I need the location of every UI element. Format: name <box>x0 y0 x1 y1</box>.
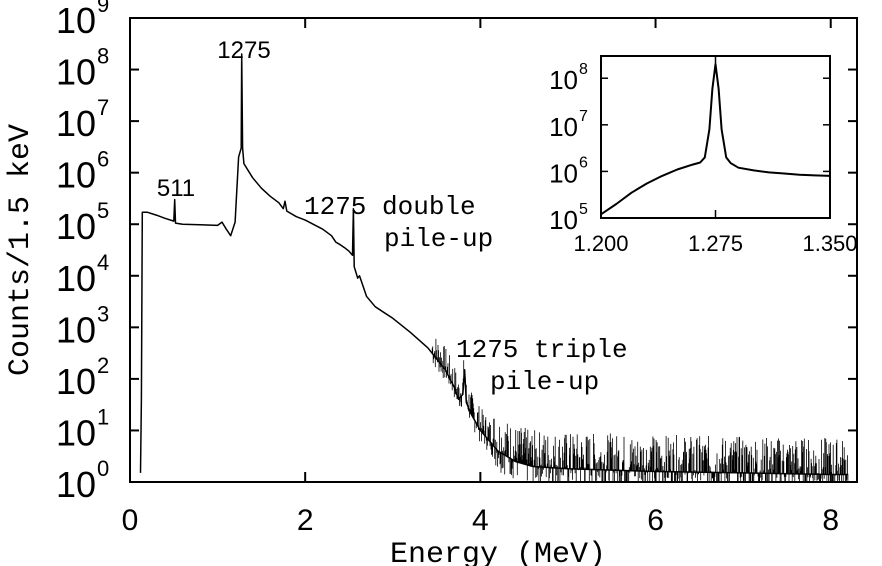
inset-x-axis: 1.200 1.275 1.350 <box>573 56 858 256</box>
annotation-triple-line1: 1275 triple <box>456 335 628 365</box>
main-y-tick-exponent: 0 <box>97 456 109 481</box>
main-y-tick-label: 10 <box>56 155 96 196</box>
main-y-tick-label: 10 <box>56 0 96 41</box>
inset-y-tick-exponent: 5 <box>579 201 588 218</box>
main-x-axis: 0 2 4 6 8 <box>122 18 839 537</box>
main-spectrum-noise <box>431 338 849 482</box>
inset-x-tick-label: 1.275 <box>688 231 743 256</box>
main-y-tick-exponent: 6 <box>97 147 109 172</box>
inset-y-tick-exponent: 7 <box>579 108 588 125</box>
annotation-double-line1: 1275 double <box>304 192 476 222</box>
inset-plot-frame <box>600 55 831 219</box>
main-x-tick-label: 4 <box>472 504 489 537</box>
main-y-tick-exponent: 7 <box>97 95 109 120</box>
inset-y-tick-label: 10 <box>549 205 578 235</box>
annotation-1275: 1275 <box>217 37 270 64</box>
main-x-tick-label: 2 <box>297 504 314 537</box>
inset-x-tick-label: 1.200 <box>573 231 628 256</box>
inset-y-tick-label: 10 <box>549 65 578 95</box>
main-y-tick-label: 10 <box>56 52 96 93</box>
inset-x-tick-label: 1.350 <box>802 231 857 256</box>
inset-spectrum-line <box>600 63 831 216</box>
annotation-double-line2: pile-up <box>384 224 493 254</box>
inset-y-tick-exponent: 8 <box>579 61 588 78</box>
main-x-tick-label: 6 <box>647 504 664 537</box>
main-y-tick-exponent: 5 <box>97 198 109 223</box>
main-y-tick-label: 10 <box>56 361 96 402</box>
main-y-tick-exponent: 1 <box>97 404 109 429</box>
main-y-tick-label: 10 <box>56 258 96 299</box>
main-x-tick-label: 8 <box>822 504 839 537</box>
annotation-511: 511 <box>157 175 195 202</box>
main-y-tick-exponent: 8 <box>97 44 109 69</box>
main-y-tick-label: 10 <box>56 412 96 453</box>
main-y-tick-label: 10 <box>56 464 96 505</box>
inset-y-tick-label: 10 <box>549 112 578 142</box>
main-x-tick-label: 0 <box>122 504 139 537</box>
main-y-tick-exponent: 2 <box>97 353 109 378</box>
inset-y-tick-exponent: 6 <box>579 154 588 171</box>
main-plot-frame <box>129 17 858 483</box>
inset-y-tick-label: 10 <box>549 158 578 188</box>
main-y-tick-exponent: 4 <box>97 250 109 275</box>
main-y-tick-label: 10 <box>56 206 96 247</box>
annotation-triple-line2: pile-up <box>490 367 599 397</box>
x-axis-title: Energy (MeV) <box>390 538 606 566</box>
y-axis-title: Counts/1.5 keV <box>4 124 38 376</box>
main-y-tick-exponent: 3 <box>97 301 109 326</box>
main-y-tick-label: 10 <box>56 309 96 350</box>
main-y-tick-label: 10 <box>56 103 96 144</box>
main-y-tick-exponent: 9 <box>97 0 109 17</box>
